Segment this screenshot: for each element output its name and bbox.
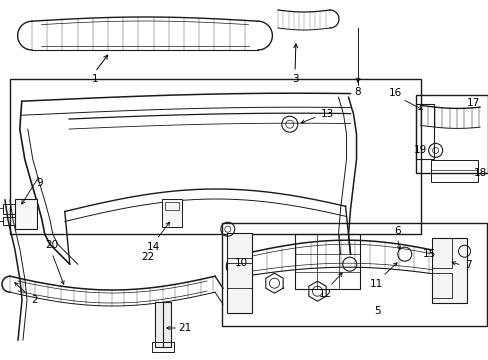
Bar [227,233,252,258]
Text: 8: 8 [354,87,361,97]
Text: 3: 3 [291,74,298,84]
Bar [431,273,450,298]
Text: 9: 9 [37,178,43,188]
Text: 1: 1 [92,74,98,84]
Text: 18: 18 [472,168,486,179]
Bar [415,104,433,159]
Text: 5: 5 [373,306,380,316]
Bar [164,202,179,210]
Bar [152,342,174,352]
Bar [431,238,450,268]
Bar [3,204,15,214]
Bar [294,234,359,289]
Bar [227,263,252,288]
Text: 22: 22 [141,252,154,262]
Text: 7: 7 [464,260,471,270]
Text: 20: 20 [45,240,59,250]
Text: 15: 15 [422,249,435,259]
Text: 14: 14 [147,242,160,252]
Text: 16: 16 [388,88,401,98]
Bar [415,95,487,173]
Text: 6: 6 [393,226,400,236]
Text: 13: 13 [321,109,334,119]
Bar [10,79,420,234]
Bar [222,223,486,326]
Bar [163,302,171,347]
Text: 12: 12 [319,289,332,299]
Bar [227,233,252,313]
Bar [155,302,164,347]
Bar [431,238,466,303]
Text: 11: 11 [369,279,383,289]
Bar [15,199,37,229]
Text: 17: 17 [466,98,479,108]
Text: 10: 10 [235,258,248,268]
Text: 2: 2 [32,295,38,305]
Bar [430,161,477,183]
Text: 19: 19 [413,145,427,156]
Bar [162,199,182,227]
Bar [3,217,15,225]
Text: 21: 21 [178,323,191,333]
